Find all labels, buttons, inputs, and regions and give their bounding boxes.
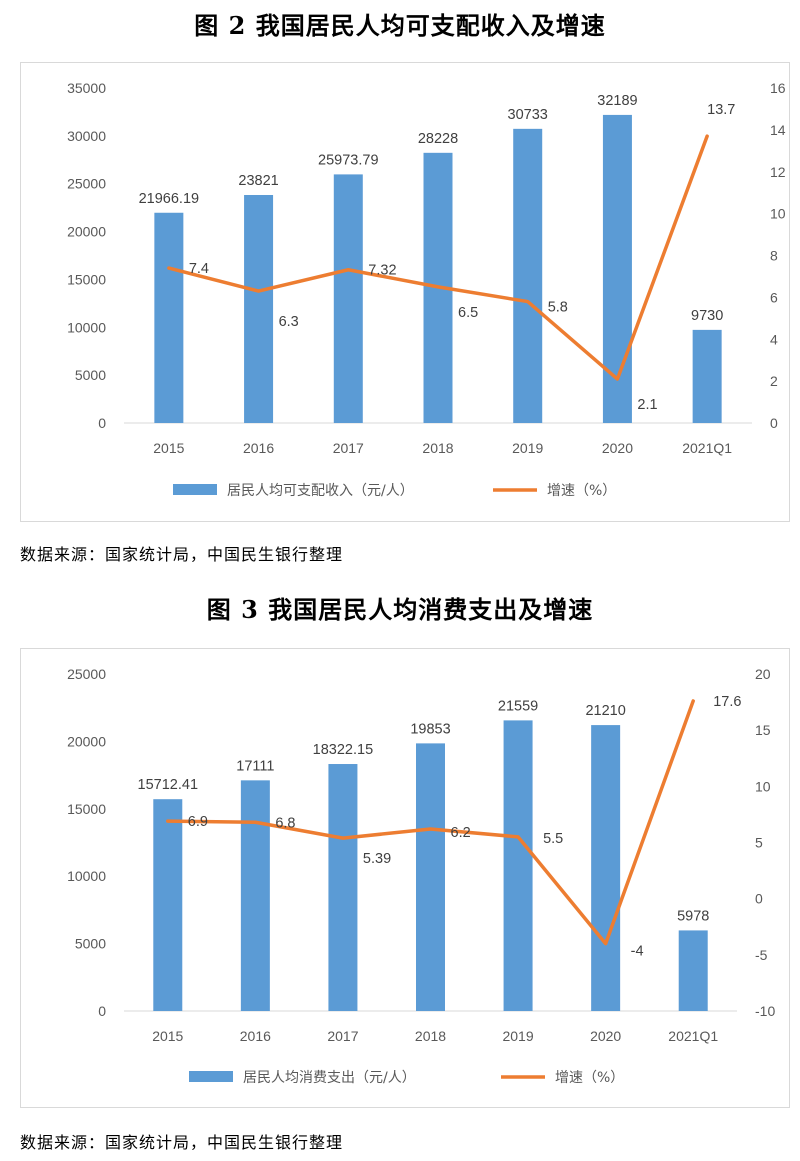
bar bbox=[240, 780, 270, 1011]
right-axis-tick: -10 bbox=[755, 1003, 775, 1019]
x-axis-tick: 2019 bbox=[512, 440, 543, 456]
right-axis-tick: 10 bbox=[770, 206, 786, 222]
left-axis-tick: 15000 bbox=[67, 271, 106, 287]
bar-data-label: 9730 bbox=[691, 308, 723, 324]
x-axis-tick: 2017 bbox=[333, 440, 364, 456]
legend-swatch-bar bbox=[189, 1071, 233, 1082]
right-axis-tick: 20 bbox=[755, 666, 771, 682]
bar bbox=[503, 720, 533, 1011]
figure-2-title: 图 2 我国居民人均可支配收入及增速 bbox=[194, 11, 606, 40]
bar bbox=[678, 930, 708, 1011]
left-axis-tick: 10000 bbox=[67, 868, 106, 884]
line-data-label: 6.5 bbox=[458, 305, 478, 321]
bar bbox=[416, 743, 445, 1011]
bar-data-label: 19853 bbox=[410, 721, 450, 737]
line-data-label: 7.32 bbox=[368, 263, 396, 279]
left-axis-tick: 20000 bbox=[67, 224, 106, 240]
line-data-label: 7.4 bbox=[189, 261, 209, 277]
x-axis-tick: 2021Q1 bbox=[682, 440, 732, 456]
legend-label-line: 增速（%） bbox=[547, 483, 616, 499]
right-axis-tick: 0 bbox=[755, 891, 763, 907]
bar-data-label: 28228 bbox=[418, 131, 458, 147]
figure-2-source: 数据来源：国家统计局，中国民生银行整理 bbox=[20, 545, 344, 564]
line-data-label: 13.7 bbox=[707, 102, 735, 118]
right-axis-tick: 5 bbox=[755, 835, 763, 851]
bar-data-label: 21559 bbox=[498, 698, 538, 714]
x-axis-tick: 2019 bbox=[502, 1028, 533, 1044]
x-axis-tick: 2020 bbox=[602, 440, 633, 456]
legend-label-line: 增速（%） bbox=[555, 1070, 624, 1086]
x-axis-tick: 2016 bbox=[240, 1028, 271, 1044]
bar bbox=[692, 329, 722, 423]
bar-data-label: 5978 bbox=[677, 908, 709, 924]
bar bbox=[244, 194, 274, 423]
legend-label-bar: 居民人均消费支出（元/人） bbox=[243, 1070, 416, 1086]
left-axis-tick: 10000 bbox=[67, 319, 106, 335]
right-axis-tick: 2 bbox=[770, 373, 778, 389]
x-axis-tick: 2017 bbox=[327, 1028, 358, 1044]
right-axis-tick: 14 bbox=[770, 122, 786, 138]
right-axis-tick: 4 bbox=[770, 331, 778, 347]
x-axis-tick: 2015 bbox=[152, 1028, 183, 1044]
right-axis-tick: 0 bbox=[770, 415, 778, 431]
left-axis-tick: 15000 bbox=[67, 801, 106, 817]
bar bbox=[591, 725, 621, 1011]
bar-data-label: 25973.79 bbox=[318, 152, 378, 168]
figure-3-title: 图 3 我国居民人均消费支出及增速 bbox=[206, 595, 594, 624]
legend-label-bar: 居民人均可支配收入（元/人） bbox=[227, 483, 414, 499]
line-data-label: -4 bbox=[631, 944, 644, 960]
bar bbox=[513, 128, 543, 423]
x-axis-tick: 2018 bbox=[422, 440, 453, 456]
left-axis-tick: 30000 bbox=[67, 128, 106, 144]
bar-data-label: 18322.15 bbox=[313, 742, 373, 758]
left-axis-tick: 0 bbox=[98, 1003, 106, 1019]
left-axis-tick: 25000 bbox=[67, 666, 106, 682]
right-axis-tick: 12 bbox=[770, 164, 786, 180]
line-data-label: 5.39 bbox=[363, 851, 391, 867]
figure-3-source: 数据来源：国家统计局，中国民生银行整理 bbox=[20, 1133, 344, 1152]
bar bbox=[154, 212, 184, 423]
x-axis-tick: 2020 bbox=[590, 1028, 621, 1044]
bar-data-label: 17111 bbox=[236, 758, 274, 774]
line-data-label: 5.8 bbox=[548, 300, 568, 316]
bar-data-label: 21210 bbox=[585, 703, 625, 719]
left-axis-tick: 0 bbox=[98, 415, 106, 431]
right-axis-tick: 16 bbox=[770, 80, 786, 96]
consumption-chart: 0 5000 10000 15000 20000 25000 -10 -5 0 5 10 15 20 20… bbox=[20, 648, 790, 1108]
bar-data-label: 15712.41 bbox=[138, 777, 198, 793]
right-axis-tick: 10 bbox=[755, 778, 771, 794]
bar-data-label: 23821 bbox=[238, 173, 278, 189]
bar bbox=[328, 764, 358, 1011]
x-axis-tick: 2018 bbox=[415, 1028, 446, 1044]
income-chart: 0 5000 10000 15000 20000 25000 30000 35000 0 2 4 6 8… bbox=[20, 62, 790, 522]
x-axis-tick: 2015 bbox=[153, 440, 184, 456]
right-axis-tick: 15 bbox=[755, 722, 771, 738]
left-axis-tick: 5000 bbox=[75, 367, 106, 383]
left-axis-tick: 35000 bbox=[67, 80, 106, 96]
line-data-label: 6.2 bbox=[451, 825, 471, 841]
line-data-label: 2.1 bbox=[637, 397, 657, 413]
consumption-chart-svg: 0500010000150002000025000-10-50510152020… bbox=[67, 666, 775, 1086]
legend-swatch-bar bbox=[173, 484, 217, 495]
left-axis-tick: 5000 bbox=[75, 936, 106, 952]
right-axis-tick: 6 bbox=[770, 289, 778, 305]
x-axis-tick: 2021Q1 bbox=[668, 1028, 718, 1044]
income-chart-svg: 0 5000 10000 15000 20000 25000 30000 35000 0 2 4 6 8… bbox=[67, 80, 786, 499]
bar bbox=[153, 799, 183, 1011]
line-data-label: 17.6 bbox=[713, 694, 741, 710]
line-data-label: 5.5 bbox=[543, 831, 563, 847]
left-axis-tick: 25000 bbox=[67, 176, 106, 192]
right-axis-tick: -5 bbox=[755, 947, 768, 963]
x-axis-tick: 2016 bbox=[243, 440, 274, 456]
line-data-label: 6.9 bbox=[188, 814, 208, 830]
left-axis-tick: 20000 bbox=[67, 733, 106, 749]
line-data-label: 6.8 bbox=[275, 815, 295, 831]
bar-data-label: 32189 bbox=[597, 93, 637, 109]
bar bbox=[333, 174, 363, 423]
bar-data-label: 21966.19 bbox=[139, 191, 199, 207]
line-data-label: 6.3 bbox=[279, 314, 299, 330]
bar-data-label: 30733 bbox=[508, 107, 548, 123]
right-axis-tick: 8 bbox=[770, 248, 778, 264]
